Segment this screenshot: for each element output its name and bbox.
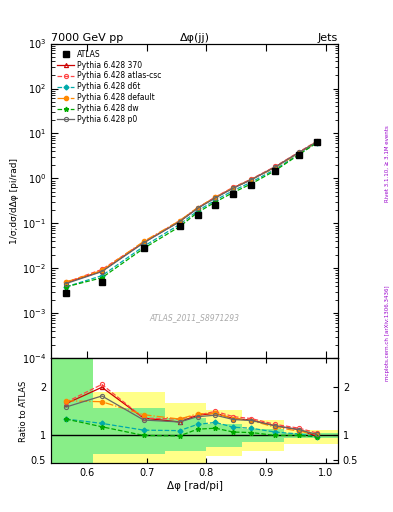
ATLAS bbox=[195, 212, 200, 218]
ATLAS bbox=[213, 202, 218, 208]
ATLAS bbox=[273, 167, 277, 174]
ATLAS bbox=[249, 182, 253, 188]
Text: 7000 GeV pp: 7000 GeV pp bbox=[51, 33, 123, 43]
Line: ATLAS: ATLAS bbox=[63, 139, 320, 295]
Text: Jets: Jets bbox=[318, 33, 338, 43]
ATLAS bbox=[297, 152, 301, 158]
Legend: ATLAS, Pythia 6.428 370, Pythia 6.428 atlas-csc, Pythia 6.428 d6t, Pythia 6.428 : ATLAS, Pythia 6.428 370, Pythia 6.428 at… bbox=[55, 47, 164, 126]
Text: ATLAS_2011_S8971293: ATLAS_2011_S8971293 bbox=[149, 313, 240, 322]
Text: Rivet 3.1.10, ≥ 3.1M events: Rivet 3.1.10, ≥ 3.1M events bbox=[385, 125, 390, 202]
Text: mcplots.cern.ch [arXiv:1306.3436]: mcplots.cern.ch [arXiv:1306.3436] bbox=[385, 285, 390, 380]
Y-axis label: Ratio to ATLAS: Ratio to ATLAS bbox=[19, 380, 28, 441]
Text: Δφ(jj): Δφ(jj) bbox=[180, 33, 209, 43]
ATLAS bbox=[64, 290, 68, 296]
ATLAS bbox=[231, 190, 236, 197]
ATLAS bbox=[141, 245, 146, 251]
X-axis label: Δφ [rad/pi]: Δφ [rad/pi] bbox=[167, 481, 222, 491]
Y-axis label: 1/σ;dσ/dΔφ [pi/rad]: 1/σ;dσ/dΔφ [pi/rad] bbox=[10, 158, 19, 244]
ATLAS bbox=[99, 279, 104, 285]
ATLAS bbox=[177, 223, 182, 229]
ATLAS bbox=[315, 139, 320, 145]
